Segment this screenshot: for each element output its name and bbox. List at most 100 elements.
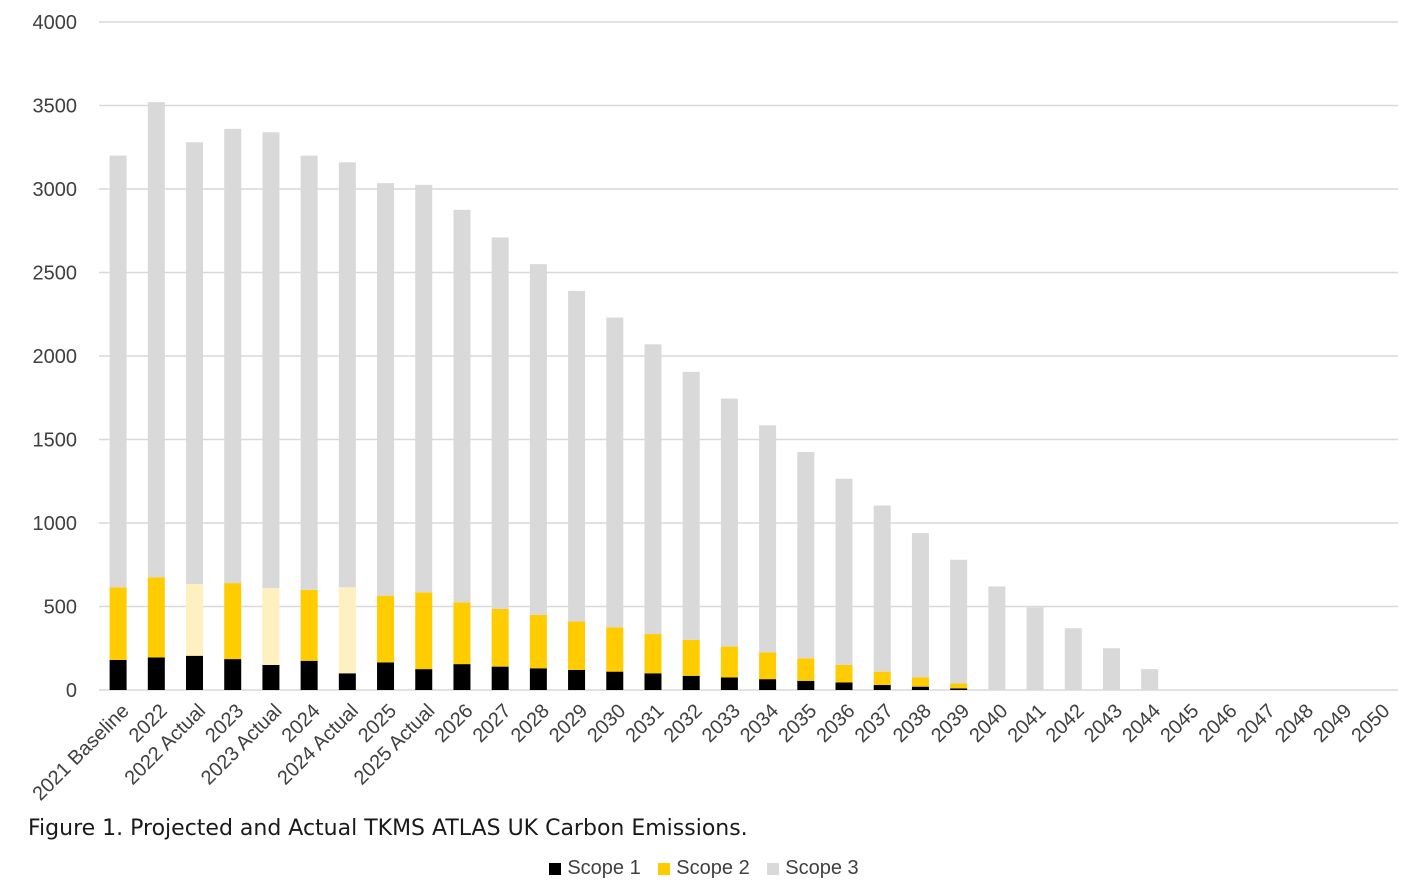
bar-scope-3	[911, 533, 929, 678]
bar-scope-2	[415, 592, 433, 670]
x-tick-label: 2043	[1080, 700, 1127, 747]
bar-scope-3	[453, 209, 471, 603]
y-tick-label: 3500	[33, 96, 78, 118]
x-tick-label: 2032	[660, 700, 707, 747]
bar-scope-2	[377, 595, 395, 663]
x-tick-label: 2027	[469, 700, 516, 747]
x-tick-label: 2047	[1233, 700, 1280, 747]
legend-label-scope-2: Scope 2	[676, 857, 750, 879]
bar-scope-3	[873, 505, 891, 672]
bar-scope-1	[338, 673, 356, 690]
bar-scope-3	[1064, 628, 1082, 690]
bar-scope-2	[644, 634, 662, 674]
x-tick-label: 2031	[621, 700, 668, 747]
bar-scope-3	[491, 237, 509, 610]
bar-scope-1	[377, 662, 395, 690]
chart-legend: Scope 1 Scope 2 Scope 3	[0, 857, 1408, 881]
bar-scope-1	[797, 680, 815, 690]
bar-scope-3	[224, 128, 242, 584]
bar-scope-3	[529, 264, 547, 615]
bar-scope-2	[682, 639, 700, 676]
bar-scope-1	[109, 659, 127, 690]
bar-scope-3	[377, 183, 395, 596]
legend-item-scope-2: Scope 2	[658, 857, 750, 880]
bar-scope-1	[186, 655, 204, 690]
bar-scope-1	[720, 677, 738, 690]
bar-scope-2	[720, 646, 738, 678]
bar-scope-1	[415, 669, 433, 690]
y-tick-label: 1500	[33, 430, 78, 452]
bar-scope-1	[147, 657, 165, 690]
bar-scope-2	[262, 588, 280, 665]
bar-scope-3	[147, 102, 165, 578]
x-tick-label: 2026	[430, 700, 477, 747]
bar-scope-1	[682, 675, 700, 690]
legend-item-scope-1: Scope 1	[549, 857, 641, 880]
bar-scope-1	[300, 660, 318, 690]
bar-scope-2	[911, 677, 929, 687]
bar-scope-3	[644, 344, 662, 635]
bar-scope-3	[720, 398, 738, 647]
bar-scope-3	[262, 132, 280, 589]
bar-scope-2	[186, 583, 204, 656]
x-tick-label: 2041	[1004, 700, 1051, 747]
y-axis-tick-labels: 0 500 1000 1500 2000 2500 3000 3500 4000	[33, 12, 78, 702]
bar-scope-2	[797, 658, 815, 681]
bar-scope-3	[109, 155, 127, 588]
bar-scope-1	[453, 664, 471, 690]
bar-scope-3	[1102, 648, 1120, 690]
x-tick-label: 2042	[1042, 700, 1089, 747]
emissions-chart: 0 500 1000 1500 2000 2500 3000 3500 4000 2021 Ba…	[28, 12, 1398, 805]
bar-scope-1	[835, 682, 853, 690]
bar-scope-3	[1026, 607, 1044, 690]
bar-scope-3	[988, 586, 1006, 690]
x-tick-label: 2028	[507, 700, 554, 747]
bar-scope-3	[338, 162, 356, 588]
bar-scope-3	[186, 142, 204, 584]
x-tick-label: 2038	[889, 700, 936, 747]
bar-scope-1	[759, 679, 777, 690]
bar-scope-3	[568, 290, 586, 622]
bar-scope-3	[797, 452, 815, 659]
x-tick-label: 2021 Baseline	[28, 700, 133, 805]
x-tick-label: 2045	[1156, 700, 1203, 747]
bar-scope-2	[950, 683, 968, 689]
y-tick-label: 500	[44, 597, 77, 619]
bar-scope-1	[224, 659, 242, 690]
x-tick-label: 2049	[1309, 700, 1356, 747]
y-tick-label: 0	[66, 680, 77, 702]
y-tick-label: 3000	[33, 179, 78, 201]
bar-scope-1	[529, 668, 547, 690]
gridlines	[99, 21, 1398, 691]
bar-scope-1	[568, 669, 586, 690]
legend-label-scope-1: Scope 1	[567, 857, 641, 879]
bar-scope-2	[147, 577, 165, 658]
x-tick-label: 2029	[545, 700, 592, 747]
bar-scope-3	[682, 371, 700, 640]
x-tick-label: 2030	[583, 700, 630, 747]
legend-swatch-scope-3	[767, 862, 780, 875]
bar-scope-2	[300, 589, 318, 661]
bar-scope-2	[338, 587, 356, 674]
y-tick-label: 1000	[33, 513, 78, 535]
bar-scope-3	[835, 478, 853, 665]
bar-scope-3	[415, 184, 433, 593]
x-tick-label: 2046	[1195, 700, 1242, 747]
bar-scope-2	[568, 621, 586, 670]
bar-scope-2	[759, 652, 777, 680]
y-tick-label: 2500	[33, 263, 78, 285]
bar-scope-1	[644, 673, 662, 690]
bar-scope-1	[873, 684, 891, 690]
bar-scope-3	[606, 317, 624, 628]
x-tick-label: 2037	[851, 700, 898, 747]
x-tick-label: 2040	[965, 700, 1012, 747]
x-tick-label: 2033	[698, 700, 745, 747]
bar-scope-1	[491, 666, 509, 690]
y-tick-label: 2000	[33, 346, 78, 368]
bar-scope-2	[835, 664, 853, 683]
x-tick-label: 2034	[736, 700, 783, 747]
bar-scope-2	[224, 583, 242, 660]
bar-series	[109, 102, 1159, 690]
bar-scope-2	[606, 627, 624, 672]
